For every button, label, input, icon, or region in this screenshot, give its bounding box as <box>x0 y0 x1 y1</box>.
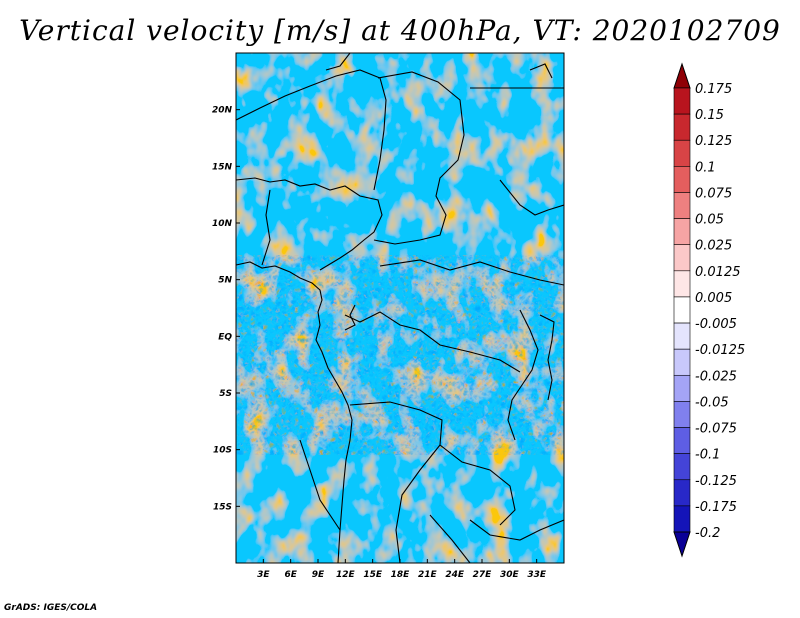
lon-tick-label: 15E <box>363 570 383 580</box>
colorbar: 0.175 0.15 0.125 0.1 0.075 0.05 0.025 0.0125 0.0… <box>673 62 745 558</box>
lat-tick-label: 10S <box>213 446 232 456</box>
colorbar-label: -0.075 <box>695 422 737 437</box>
colorbar-segment <box>673 296 691 324</box>
colorbar-label: -0.1 <box>695 448 720 463</box>
colorbar-segment <box>673 348 691 376</box>
colorbar-label: 0.025 <box>695 239 732 254</box>
lon-tick-label: 30E <box>500 570 520 580</box>
colorbar-label: -0.0125 <box>695 343 745 358</box>
colorbar-segment <box>673 427 691 454</box>
colorbar-label: 0.1 <box>695 160 716 175</box>
colorbar-segment <box>673 505 691 533</box>
lon-tick-label: 24E <box>445 570 465 580</box>
lat-tick-label: 10N <box>212 219 233 229</box>
colorbar-label: -0.125 <box>695 474 737 489</box>
lon-tick-label: 18E <box>391 570 411 580</box>
colorbar-label: 0.075 <box>695 186 732 201</box>
colorbar-segment <box>673 244 691 272</box>
lat-tick-label: EQ <box>218 332 232 342</box>
colorbar-label: 0.005 <box>695 291 732 306</box>
colorbar-segment <box>673 139 691 167</box>
colorbar-bottom-arrow <box>673 531 691 558</box>
colorbar-segment <box>673 192 691 219</box>
colorbar-label: 0.0125 <box>695 265 741 280</box>
colorbar-segment <box>673 453 691 481</box>
colorbar-label: 0.175 <box>695 82 732 97</box>
lat-tick-label: 15N <box>212 162 233 172</box>
colorbar-segment <box>673 166 691 193</box>
colorbar-segment <box>673 270 691 298</box>
coastlines-borders <box>236 53 564 563</box>
lat-tick-label: 5S <box>219 389 232 399</box>
colorbar-label: -0.175 <box>695 500 737 515</box>
axes: 3E 6E 9E 12E 15E 18E 21E 24E 27E 30E 33E 20N 15N 10N 5… <box>212 106 547 580</box>
colorbar-label: -0.005 <box>695 317 737 332</box>
colorbar-segment <box>673 374 691 402</box>
colorbar-label: 0.15 <box>695 108 724 123</box>
lon-tick-label: 12E <box>336 570 356 580</box>
lat-tick-label: 5N <box>218 276 232 286</box>
colorbar-label: -0.05 <box>695 395 729 410</box>
lon-tick-label: 9E <box>312 570 325 580</box>
colorbar-segment <box>673 479 691 507</box>
colorbar-segment <box>673 113 691 141</box>
lat-tick-label: 20N <box>212 106 233 116</box>
colorbar-segment <box>673 322 691 350</box>
lon-tick-label: 3E <box>257 570 270 580</box>
lon-tick-label: 27E <box>473 570 493 580</box>
lon-tick-label: 33E <box>527 570 547 580</box>
colorbar-label: 0.05 <box>695 213 724 228</box>
credit-text: GrADS: IGES/COLA <box>4 603 98 613</box>
velocity-field <box>236 53 564 563</box>
lon-tick-label: 6E <box>284 570 297 580</box>
colorbar-label: -0.2 <box>695 526 720 541</box>
chart-title: Vertical velocity [m/s] at 400hPa, VT: 2… <box>19 14 781 47</box>
colorbar-label: 0.125 <box>695 134 732 149</box>
colorbar-segment <box>673 218 691 246</box>
lon-tick-label: 21E <box>418 570 438 580</box>
colorbar-label: -0.025 <box>695 369 737 384</box>
colorbar-top-arrow <box>673 62 691 89</box>
colorbar-segment <box>673 87 691 115</box>
lat-tick-label: 15S <box>213 502 232 512</box>
colorbar-segment <box>673 401 691 428</box>
